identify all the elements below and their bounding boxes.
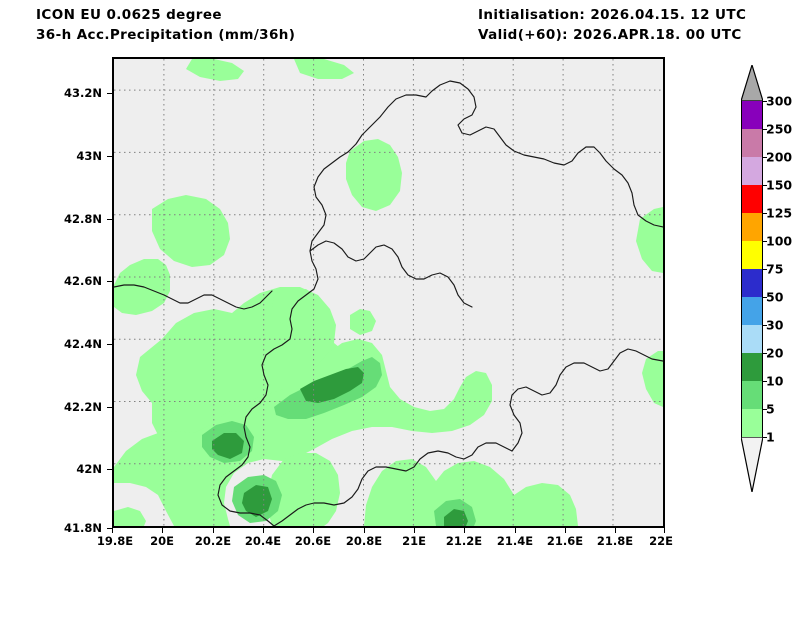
- ytick-42.6: [107, 281, 112, 282]
- xtick-21.2: [464, 528, 465, 533]
- ylabel-41.8: 41.8N: [64, 521, 102, 535]
- xlabel-22.0: 22E: [649, 534, 673, 548]
- cbtick-125: [763, 213, 767, 214]
- precipitation-colorbar: [741, 65, 763, 520]
- ylabel-42.2: 42.2N: [64, 400, 102, 414]
- colorbar-label-250: 250: [766, 121, 793, 137]
- xtick-21.4: [515, 528, 516, 533]
- xtick-22.0: [664, 528, 665, 533]
- field-title: 36-h Acc.Precipitation (mm/36h): [36, 27, 296, 43]
- colorbar-band-10-20: [741, 353, 763, 381]
- map-plot-area: [112, 57, 665, 528]
- cbtick-150: [763, 185, 767, 186]
- colorbar-label-50: 50: [766, 289, 784, 305]
- cbtick-30: [763, 325, 767, 326]
- colorbar-label-10: 10: [766, 373, 784, 389]
- colorbar-label-20: 20: [766, 345, 784, 361]
- cbtick-200: [763, 157, 767, 158]
- colorbar-label-30: 30: [766, 317, 784, 333]
- ytick-42.0: [107, 469, 112, 470]
- xtick-21.0: [414, 528, 415, 533]
- cbtick-250: [763, 129, 767, 130]
- colorbar-label-75: 75: [766, 261, 784, 277]
- xlabel-21.0: 21E: [402, 534, 426, 548]
- colorbar-under-arrow: [741, 437, 763, 492]
- ylabel-43.0: 43N: [76, 149, 102, 163]
- xtick-19.8: [112, 528, 113, 533]
- xlabel-21.2: 21.2E: [445, 534, 483, 548]
- colorbar-band-5-10: [741, 381, 763, 409]
- cbtick-75: [763, 269, 767, 270]
- cbtick-50: [763, 297, 767, 298]
- precip-band-1-5: [114, 59, 663, 526]
- cbtick-300: [763, 101, 767, 102]
- colorbar-band-75-100: [741, 241, 763, 269]
- precip-band-10-20: [212, 367, 468, 526]
- xtick-20.2: [213, 528, 214, 533]
- cbtick-10: [763, 381, 767, 382]
- initialisation-time: Initialisation: 2026.04.15. 12 UTC: [478, 7, 747, 23]
- precipitation-field: [114, 59, 663, 526]
- xlabel-21.8: 21.8E: [596, 534, 634, 548]
- colorbar-label-150: 150: [766, 177, 793, 193]
- colorbar-label-5: 5: [766, 401, 775, 417]
- ylabel-42.4: 42.4N: [64, 337, 102, 351]
- colorbar-label-100: 100: [766, 233, 793, 249]
- ytick-41.8: [107, 528, 112, 529]
- model-title: ICON EU 0.0625 degree: [36, 7, 222, 23]
- xlabel-21.4: 21.4E: [496, 534, 534, 548]
- cbtick-1: [763, 437, 767, 438]
- colorbar-band-100-125: [741, 213, 763, 241]
- xlabel-20.0: 20E: [150, 534, 174, 548]
- colorbar-label-1: 1: [766, 429, 775, 445]
- xtick-21.6: [565, 528, 566, 533]
- ytick-42.2: [107, 407, 112, 408]
- xlabel-20.4: 20.4E: [244, 534, 282, 548]
- colorbar-label-300: 300: [766, 93, 793, 109]
- xtick-20.6: [313, 528, 314, 533]
- colorbar-label-125: 125: [766, 205, 793, 221]
- ytick-42.4: [107, 344, 112, 345]
- colorbar-label-200: 200: [766, 149, 793, 165]
- colorbar-over-arrow: [741, 65, 763, 101]
- xtick-20.0: [162, 528, 163, 533]
- colorbar-band-20-30: [741, 325, 763, 353]
- ylabel-43.2: 43.2N: [64, 86, 102, 100]
- ytick-43.2: [107, 93, 112, 94]
- colorbar-band-200-250: [741, 129, 763, 157]
- colorbar-band-250-300: [741, 101, 763, 129]
- gridlines: [114, 59, 663, 526]
- xtick-20.8: [364, 528, 365, 533]
- xlabel-20.6: 20.6E: [294, 534, 332, 548]
- xtick-20.4: [263, 528, 264, 533]
- colorbar-band-125-150: [741, 185, 763, 213]
- xtick-21.8: [615, 528, 616, 533]
- ylabel-42.0: 42N: [76, 462, 102, 476]
- ylabel-42.6: 42.6N: [64, 274, 102, 288]
- colorbar-band-150-200: [741, 157, 763, 185]
- country-borders: [114, 80, 663, 526]
- valid-time: Valid(+60): 2026.APR.18. 00 UTC: [478, 27, 742, 43]
- colorbar-band-50-75: [741, 269, 763, 297]
- ytick-43.0: [107, 156, 112, 157]
- cbtick-100: [763, 241, 767, 242]
- xlabel-21.6: 21.6E: [546, 534, 584, 548]
- xlabel-19.8: 19.8E: [96, 534, 134, 548]
- xlabel-20.2: 20.2E: [194, 534, 232, 548]
- cbtick-20: [763, 353, 767, 354]
- xlabel-20.8: 20.8E: [345, 534, 383, 548]
- colorbar-band-30-50: [741, 297, 763, 325]
- ylabel-42.8: 42.8N: [64, 212, 102, 226]
- ytick-42.8: [107, 219, 112, 220]
- colorbar-band-1-5: [741, 409, 763, 437]
- cbtick-5: [763, 409, 767, 410]
